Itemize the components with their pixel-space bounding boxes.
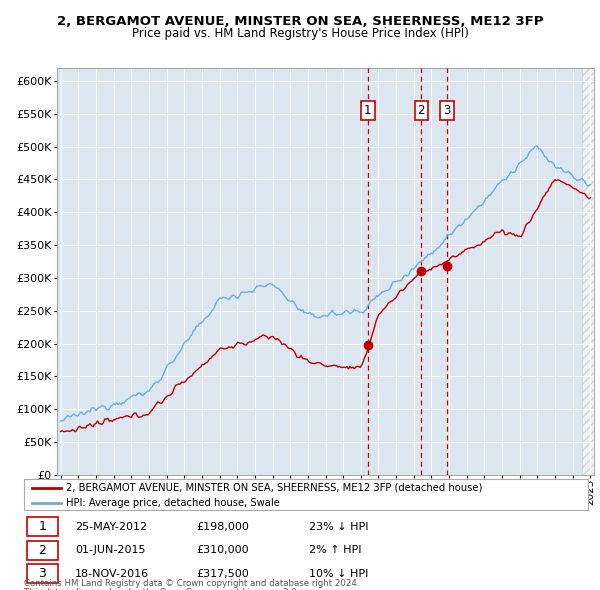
Text: 2% ↑ HPI: 2% ↑ HPI: [309, 545, 361, 555]
Text: 3: 3: [443, 104, 451, 117]
Text: 2: 2: [418, 104, 425, 117]
Text: Price paid vs. HM Land Registry's House Price Index (HPI): Price paid vs. HM Land Registry's House …: [131, 27, 469, 40]
FancyBboxPatch shape: [27, 517, 58, 536]
FancyBboxPatch shape: [24, 479, 588, 510]
Text: £310,000: £310,000: [196, 545, 248, 555]
Text: 2: 2: [38, 543, 46, 557]
FancyBboxPatch shape: [27, 564, 58, 584]
Text: £317,500: £317,500: [196, 569, 249, 579]
Text: 2, BERGAMOT AVENUE, MINSTER ON SEA, SHEERNESS, ME12 3FP (detached house): 2, BERGAMOT AVENUE, MINSTER ON SEA, SHEE…: [66, 483, 482, 493]
Bar: [581, 68, 599, 475]
Text: 25-MAY-2012: 25-MAY-2012: [75, 522, 147, 532]
Text: HPI: Average price, detached house, Swale: HPI: Average price, detached house, Swal…: [66, 499, 280, 509]
FancyBboxPatch shape: [27, 540, 58, 560]
Text: 2, BERGAMOT AVENUE, MINSTER ON SEA, SHEERNESS, ME12 3FP: 2, BERGAMOT AVENUE, MINSTER ON SEA, SHEE…: [57, 15, 543, 28]
Text: 23% ↓ HPI: 23% ↓ HPI: [309, 522, 368, 532]
Text: 3: 3: [38, 567, 46, 581]
Text: Contains HM Land Registry data © Crown copyright and database right 2024.: Contains HM Land Registry data © Crown c…: [24, 579, 359, 588]
Text: 10% ↓ HPI: 10% ↓ HPI: [309, 569, 368, 579]
Text: 01-JUN-2015: 01-JUN-2015: [75, 545, 145, 555]
Text: 1: 1: [364, 104, 371, 117]
Text: 18-NOV-2016: 18-NOV-2016: [75, 569, 149, 579]
Text: This data is licensed under the Open Government Licence v3.0.: This data is licensed under the Open Gov…: [24, 588, 299, 590]
Text: £198,000: £198,000: [196, 522, 249, 532]
Text: 1: 1: [38, 520, 46, 533]
